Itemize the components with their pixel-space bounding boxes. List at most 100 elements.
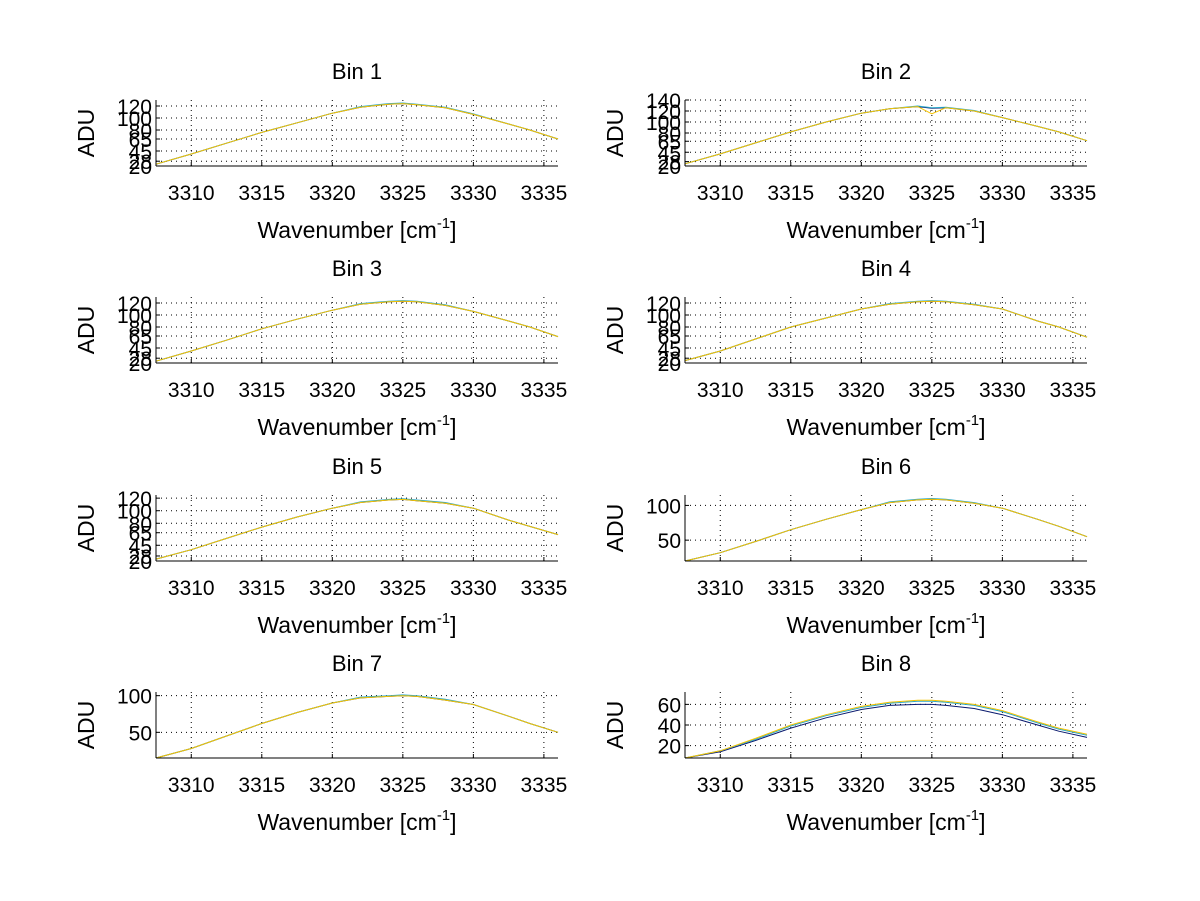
x-tick-label: 3330 bbox=[979, 182, 1026, 205]
x-tick-label: 3335 bbox=[521, 774, 568, 797]
y-tick-label: 100 bbox=[646, 495, 681, 518]
series-line-2 bbox=[155, 694, 559, 759]
y-tick-label: 45 bbox=[658, 338, 681, 361]
series-line-1 bbox=[155, 300, 559, 362]
y-tick-label: 120 bbox=[646, 293, 681, 316]
series-line-3 bbox=[684, 106, 1088, 165]
y-tick-label: 100 bbox=[646, 112, 681, 135]
x-tick-label: 3325 bbox=[379, 379, 426, 402]
y-axis-label: ADU bbox=[602, 504, 628, 553]
y-tick-label: 20 bbox=[129, 156, 152, 179]
y-tick-label: 100 bbox=[646, 305, 681, 328]
series-line-1 bbox=[155, 498, 559, 560]
x-tick-label: 3310 bbox=[168, 379, 215, 402]
y-tick-label: 28 bbox=[129, 348, 152, 371]
series-line-2 bbox=[684, 105, 1088, 165]
y-tick-label: 20 bbox=[129, 551, 152, 574]
subplot-title: Bin 3 bbox=[332, 256, 382, 281]
series-line-3 bbox=[155, 498, 559, 560]
series-line-3 bbox=[684, 300, 1088, 362]
x-axis-label: Wavenumber [cm-1] bbox=[257, 412, 456, 440]
x-tick-label: 3330 bbox=[450, 577, 497, 600]
y-axis-label: ADU bbox=[73, 306, 99, 355]
series-line-1 bbox=[684, 703, 1088, 759]
x-tick-label: 3310 bbox=[168, 774, 215, 797]
x-tick-label: 3320 bbox=[838, 577, 885, 600]
x-tick-label: 3330 bbox=[979, 379, 1026, 402]
y-tick-label: 120 bbox=[117, 488, 152, 511]
series-line-2 bbox=[155, 102, 559, 165]
series-line-3 bbox=[684, 699, 1088, 759]
x-tick-label: 3320 bbox=[309, 774, 356, 797]
x-tick-label: 3330 bbox=[450, 379, 497, 402]
y-axis-label: ADU bbox=[73, 701, 99, 750]
series-line-1 bbox=[155, 103, 559, 165]
y-tick-label: 40 bbox=[658, 715, 681, 738]
x-tick-label: 3310 bbox=[697, 182, 744, 205]
x-tick-label: 3335 bbox=[1050, 379, 1097, 402]
x-tick-label: 3310 bbox=[168, 577, 215, 600]
y-tick-label: 65 bbox=[129, 326, 152, 349]
x-tick-label: 3325 bbox=[908, 577, 955, 600]
y-tick-label: 65 bbox=[658, 131, 681, 154]
subplot-title: Bin 6 bbox=[861, 454, 911, 479]
x-tick-label: 3315 bbox=[238, 774, 285, 797]
y-axis-label: ADU bbox=[73, 109, 99, 158]
x-tick-label: 3335 bbox=[521, 182, 568, 205]
y-tick-label: 50 bbox=[658, 530, 681, 553]
series-line-3 bbox=[684, 498, 1088, 562]
subplot-title: Bin 2 bbox=[861, 59, 911, 84]
x-tick-label: 3325 bbox=[908, 774, 955, 797]
x-tick-label: 3325 bbox=[908, 379, 955, 402]
x-axis-label: Wavenumber [cm-1] bbox=[257, 807, 456, 835]
x-tick-label: 3310 bbox=[697, 774, 744, 797]
subplot-7: 3310 3315 3320 3325 3330 3335 50 100 Bin 7 ADU Wav… bbox=[73, 651, 567, 835]
x-tick-label: 3330 bbox=[450, 182, 497, 205]
subplot-6: 3310 3315 3320 3325 3330 3335 50 100 Bin 6 ADU Wav… bbox=[602, 454, 1096, 638]
x-tick-label: 3315 bbox=[238, 182, 285, 205]
y-tick-label: 100 bbox=[117, 501, 152, 524]
y-axis-label: ADU bbox=[73, 504, 99, 553]
x-tick-label: 3310 bbox=[168, 182, 215, 205]
series-line-1 bbox=[684, 106, 1088, 165]
x-axis-label: Wavenumber [cm-1] bbox=[257, 215, 456, 243]
y-tick-label: 28 bbox=[129, 546, 152, 569]
series-line-2 bbox=[684, 497, 1088, 562]
y-tick-label: 28 bbox=[658, 152, 681, 175]
subplot-title: Bin 7 bbox=[332, 651, 382, 676]
x-tick-label: 3315 bbox=[767, 379, 814, 402]
subplot-title: Bin 1 bbox=[332, 59, 382, 84]
y-tick-label: 80 bbox=[129, 513, 152, 536]
y-axis-label: ADU bbox=[602, 701, 628, 750]
series-line-1 bbox=[684, 300, 1088, 362]
series-line-3 bbox=[155, 103, 559, 165]
y-tick-label: 45 bbox=[129, 141, 152, 164]
y-tick-label: 140 bbox=[646, 90, 681, 113]
x-tick-label: 3320 bbox=[838, 379, 885, 402]
x-tick-label: 3310 bbox=[697, 577, 744, 600]
y-tick-label: 80 bbox=[658, 123, 681, 146]
y-tick-label: 100 bbox=[117, 305, 152, 328]
y-tick-label: 120 bbox=[117, 96, 152, 119]
x-tick-label: 3335 bbox=[521, 379, 568, 402]
subplot-title: Bin 5 bbox=[332, 454, 382, 479]
x-axis-label: Wavenumber [cm-1] bbox=[786, 610, 985, 638]
y-tick-label: 20 bbox=[129, 353, 152, 376]
x-tick-label: 3315 bbox=[767, 182, 814, 205]
x-axis-label: Wavenumber [cm-1] bbox=[257, 610, 456, 638]
y-tick-label: 60 bbox=[658, 694, 681, 717]
y-tick-label: 65 bbox=[658, 326, 681, 349]
y-tick-label: 45 bbox=[658, 142, 681, 165]
series-line-2 bbox=[155, 498, 559, 560]
x-axis-label: Wavenumber [cm-1] bbox=[786, 807, 985, 835]
series-line-2 bbox=[155, 300, 559, 362]
x-tick-label: 3315 bbox=[238, 379, 285, 402]
y-tick-label: 80 bbox=[129, 120, 152, 143]
series-line-1 bbox=[155, 695, 559, 759]
y-tick-label: 120 bbox=[646, 101, 681, 124]
x-tick-label: 3335 bbox=[1050, 577, 1097, 600]
y-tick-label: 65 bbox=[129, 129, 152, 152]
x-tick-label: 3315 bbox=[767, 774, 814, 797]
